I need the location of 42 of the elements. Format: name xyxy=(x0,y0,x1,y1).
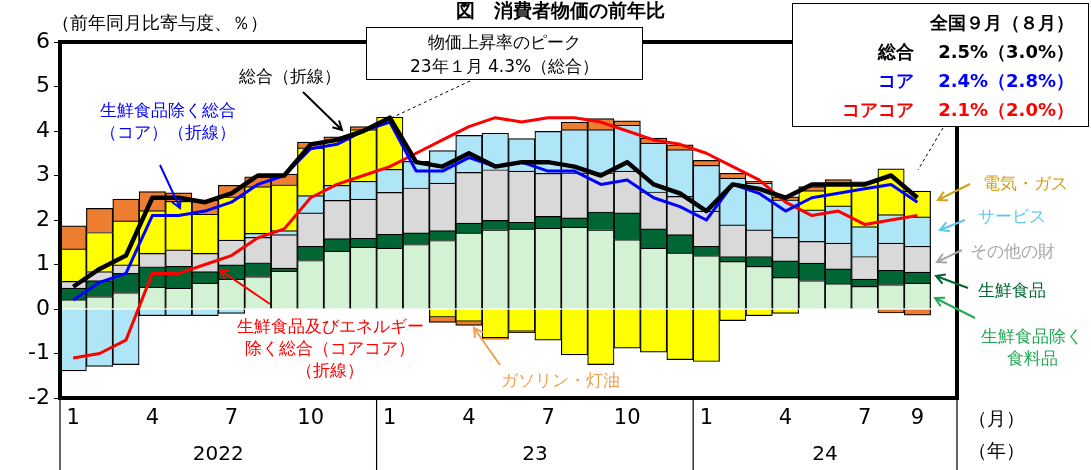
y-tick-label: 3 xyxy=(36,161,50,187)
text: （月） xyxy=(968,406,1025,429)
y-tick-label: -1 xyxy=(28,339,50,365)
text: その他の財 xyxy=(969,241,1055,262)
callout-box: 全国９月（８月） 総合 2.5%（3.0%） コア 2.4%（2.8%） コアコア 2.1%（2.0%） xyxy=(792,3,1089,127)
text: 23 xyxy=(522,441,548,466)
callout-box: 物価上昇率のピーク23年１月 4.3%（総合） xyxy=(366,27,643,80)
y-tick-label: -2 xyxy=(28,383,50,409)
y-axis-title: （前年同月比寄与度、％） xyxy=(52,11,268,33)
y-tick-label: 0 xyxy=(36,294,50,320)
text: 生鮮食品及びエネルギー除く総合（コアコア）（折線） xyxy=(236,316,424,381)
text: 2022 xyxy=(192,441,244,466)
x-tick-label: 4 xyxy=(145,405,160,430)
x-tick-label: 1 xyxy=(66,405,80,430)
x-tick-label: 1 xyxy=(383,405,397,430)
x-tick-label: 7 xyxy=(224,405,239,430)
series-label: ガソリン・灯油 xyxy=(500,370,620,391)
legend-label: 生鮮食品 xyxy=(978,280,1046,301)
y-tick-label: 2 xyxy=(36,205,50,231)
x-tick-label: 10 xyxy=(613,405,641,430)
x-tick-label: 4 xyxy=(778,405,793,430)
annotation: コアコア 2.1%（2.0%） xyxy=(840,98,1074,122)
y-tick-label: 4 xyxy=(36,116,50,142)
text: 電気・ガス xyxy=(982,173,1068,194)
y-tick-label: 5 xyxy=(36,72,50,98)
x-tick-label: 10 xyxy=(297,405,324,430)
x-tick-label: 7 xyxy=(541,405,555,430)
y-tick-label: 6 xyxy=(36,27,50,53)
x-tick-label: 9 xyxy=(910,405,925,430)
text: 生鮮食品除く食料品 xyxy=(981,326,1083,369)
annotation: 総合 2.5%（3.0%） xyxy=(876,40,1074,64)
text: 総合（折線） xyxy=(238,66,341,87)
text: 生鮮食品除く総合（コア）（折線） xyxy=(100,100,236,143)
x-tick-label: 4 xyxy=(462,405,476,430)
y-tick-label: 1 xyxy=(36,250,50,276)
x-tick-label: 1 xyxy=(699,405,714,430)
annotation: コア 2.4%（2.8%） xyxy=(876,69,1074,93)
x-tick-label: 7 xyxy=(857,405,872,430)
text: （年） xyxy=(968,438,1025,461)
text: サービス xyxy=(978,206,1046,227)
chart-title: 図 消費者物価の前年比 xyxy=(455,0,665,21)
text: 24 xyxy=(812,441,838,466)
